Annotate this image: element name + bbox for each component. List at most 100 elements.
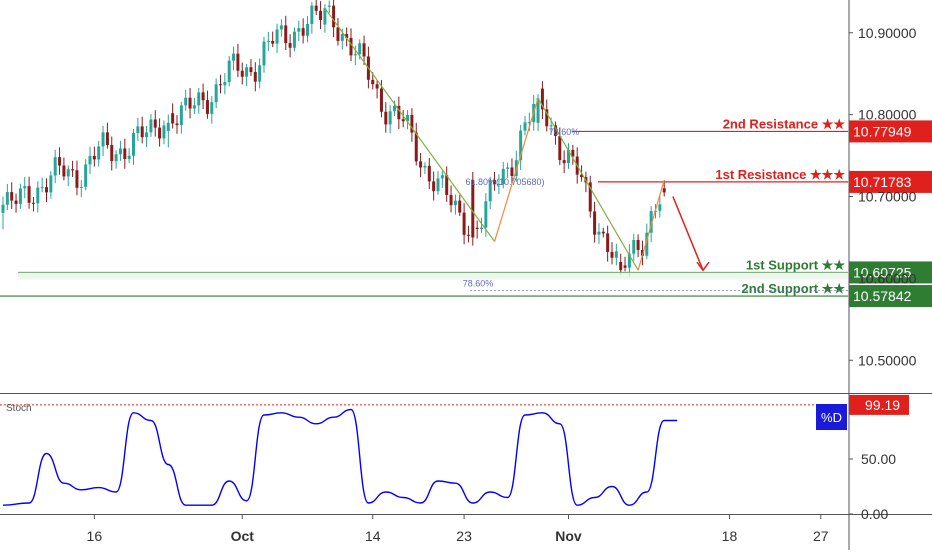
candle (62, 157, 66, 181)
level-price-tag-text: 10.71783 (853, 174, 912, 190)
candle (623, 256, 627, 272)
candle-body (84, 164, 88, 187)
time-tick-label: 18 (722, 528, 738, 544)
candle (36, 181, 40, 213)
candle (471, 171, 475, 246)
candle (384, 102, 388, 133)
candles (1, 0, 666, 278)
zigzag-segment (324, 7, 496, 242)
candle (414, 122, 418, 166)
stoch-value-tag: 99.19 (849, 394, 909, 415)
fib-label: 61.80%(10.705680) (465, 177, 544, 187)
candle (493, 171, 497, 191)
candle-body (227, 60, 231, 83)
candle-body (184, 97, 188, 106)
candle-body (497, 183, 501, 185)
candle-body (188, 97, 192, 109)
price-tick-label: 10.60000 (858, 270, 917, 286)
candle (462, 203, 466, 245)
candle-body (375, 84, 379, 89)
candle (445, 166, 449, 202)
candle-body (536, 98, 540, 123)
price-tick-label: 10.80000 (858, 107, 917, 123)
candle-body (597, 231, 601, 235)
candle (105, 122, 109, 149)
candle-body (288, 43, 292, 48)
candle (388, 104, 392, 134)
candle (27, 176, 31, 209)
candle-body (358, 43, 362, 55)
time-tick-label: Nov (555, 528, 582, 544)
candle-body (92, 155, 96, 160)
candle (123, 138, 127, 169)
candle (353, 45, 357, 66)
stoch-value-tag-bg (849, 394, 909, 415)
fib-label: 78.60% (549, 127, 580, 137)
candle-body (171, 113, 175, 124)
candle (127, 148, 131, 164)
candle (219, 74, 222, 94)
candle-body (201, 92, 205, 101)
candle-body (75, 170, 79, 188)
candle-body (66, 169, 70, 177)
candle-body (453, 200, 457, 206)
candle (145, 125, 149, 147)
candle-body (240, 70, 244, 77)
candle-body (388, 111, 392, 125)
candle-body (345, 33, 349, 39)
candle-body (627, 253, 631, 268)
candle-body (192, 105, 196, 109)
candle (284, 15, 288, 51)
candle-body (462, 212, 466, 235)
candle (205, 90, 209, 119)
candle-body (353, 54, 357, 56)
candle (92, 146, 96, 167)
candle-body (527, 122, 531, 124)
candle (118, 140, 122, 161)
candle (427, 157, 431, 190)
candle (458, 194, 462, 216)
candle-body (279, 25, 283, 30)
level-price-tag: 10.57842 (849, 285, 932, 308)
level-price-tag: 10.60725 (849, 261, 932, 284)
candle-body (601, 231, 605, 234)
candle-body (310, 5, 314, 24)
candle-body (393, 105, 396, 112)
candle (632, 233, 636, 261)
candle-body (619, 262, 623, 271)
candle (475, 220, 479, 239)
candle (188, 87, 192, 119)
candle-body (458, 200, 462, 213)
candle (49, 171, 53, 199)
candle (423, 162, 427, 174)
candle-body (36, 187, 40, 204)
candle (166, 114, 170, 148)
candle-body (145, 132, 149, 138)
candle (440, 170, 444, 189)
candle-body (275, 29, 279, 44)
candle-body (371, 79, 375, 85)
candle (466, 225, 470, 243)
candle-body (510, 167, 514, 177)
candle-body (493, 180, 497, 185)
candle-body (127, 155, 131, 160)
candle (588, 175, 592, 218)
candle-body (658, 204, 662, 211)
time-tick-label: 27 (813, 528, 829, 544)
candle-body (284, 25, 288, 44)
support-zone (18, 272, 848, 280)
candle (506, 162, 510, 178)
candle-body (18, 188, 22, 204)
candle-body (136, 126, 140, 134)
candle-body (519, 130, 523, 161)
candle-body (101, 132, 105, 147)
level-price-tag-bg (849, 261, 932, 284)
candle-body (593, 211, 597, 235)
candle-body (262, 41, 266, 66)
candle-body (480, 227, 483, 229)
candle (101, 125, 105, 157)
candle-body (523, 122, 527, 131)
candle (162, 120, 166, 145)
candle (432, 171, 436, 201)
